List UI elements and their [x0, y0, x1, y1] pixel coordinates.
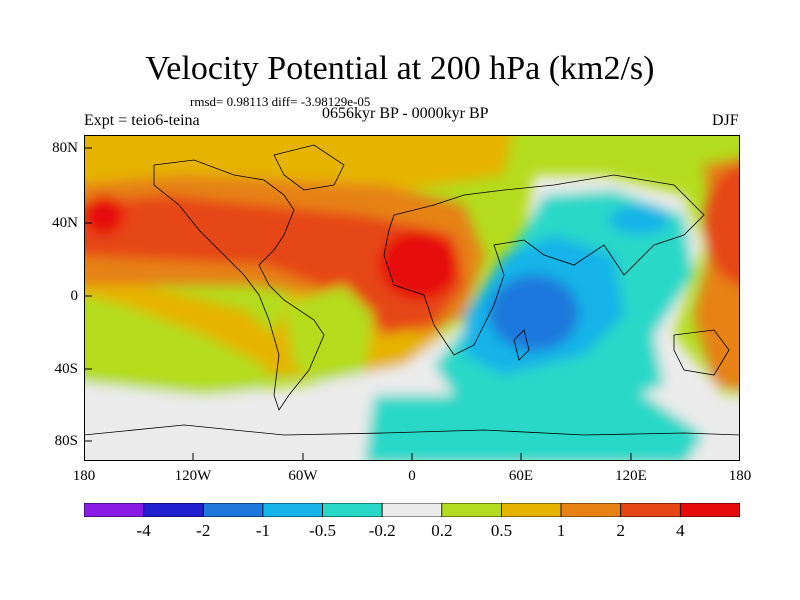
lat-label-40n: 40N — [52, 215, 78, 231]
period-label: 0656kyr BP - 0000kyr BP — [322, 105, 489, 122]
colorbar-box — [202, 503, 264, 517]
colorbar-label: 1 — [556, 521, 566, 540]
lon-label-0: 0 — [408, 468, 416, 484]
colorbar-box — [441, 503, 502, 517]
colorbar-box — [501, 503, 562, 517]
colorbar-box — [679, 503, 740, 517]
colorbar-label: 0.2 — [431, 521, 453, 540]
rmsd-diff-stats: rmsd= 0.98113 diff= -3.98129e-05 — [190, 94, 371, 109]
colorbar-box — [620, 503, 681, 517]
colorbar-box — [381, 503, 443, 517]
lon-label-60e: 60E — [508, 468, 534, 484]
lon-label-120w: 120W — [174, 468, 212, 484]
colorbar-label: 0.5 — [490, 521, 513, 540]
colorbar-label: -1 — [255, 521, 270, 540]
lat-label-80s: 80S — [54, 433, 78, 449]
lon-label-120e: 120E — [615, 468, 647, 484]
colorbar — [84, 503, 740, 517]
plot-title: Velocity Potential at 200 hPa (km2/s) — [145, 50, 655, 87]
colorbar-box — [84, 503, 145, 517]
season-label: DJF — [712, 112, 739, 129]
colorbar-label: 4 — [676, 521, 685, 540]
lon-label-180e: 180 — [728, 468, 752, 484]
coastlines — [84, 144, 740, 436]
lat-label-80n: 80N — [52, 140, 78, 156]
lon-label-60w: 60W — [288, 468, 318, 484]
colorbar-box — [560, 503, 622, 517]
colorbar-label: -4 — [136, 521, 151, 540]
experiment-label: Expt = teio6-teina — [84, 112, 200, 129]
contour-fill — [84, 135, 740, 461]
colorbar-box — [322, 503, 383, 517]
colorbar-label: 2 — [616, 521, 625, 540]
velocity-potential-map — [84, 135, 740, 461]
lat-label-40s: 40S — [54, 361, 78, 377]
lon-label-180w: 180 — [72, 468, 96, 484]
colorbar-box — [262, 503, 323, 517]
colorbar-label: -0.5 — [309, 521, 336, 540]
colorbar-box — [143, 503, 204, 517]
colorbar-label: -2 — [196, 521, 211, 540]
axis-ticks — [84, 147, 740, 461]
lat-label-equator: 0 — [70, 288, 79, 304]
colorbar-label: -0.2 — [368, 521, 396, 540]
